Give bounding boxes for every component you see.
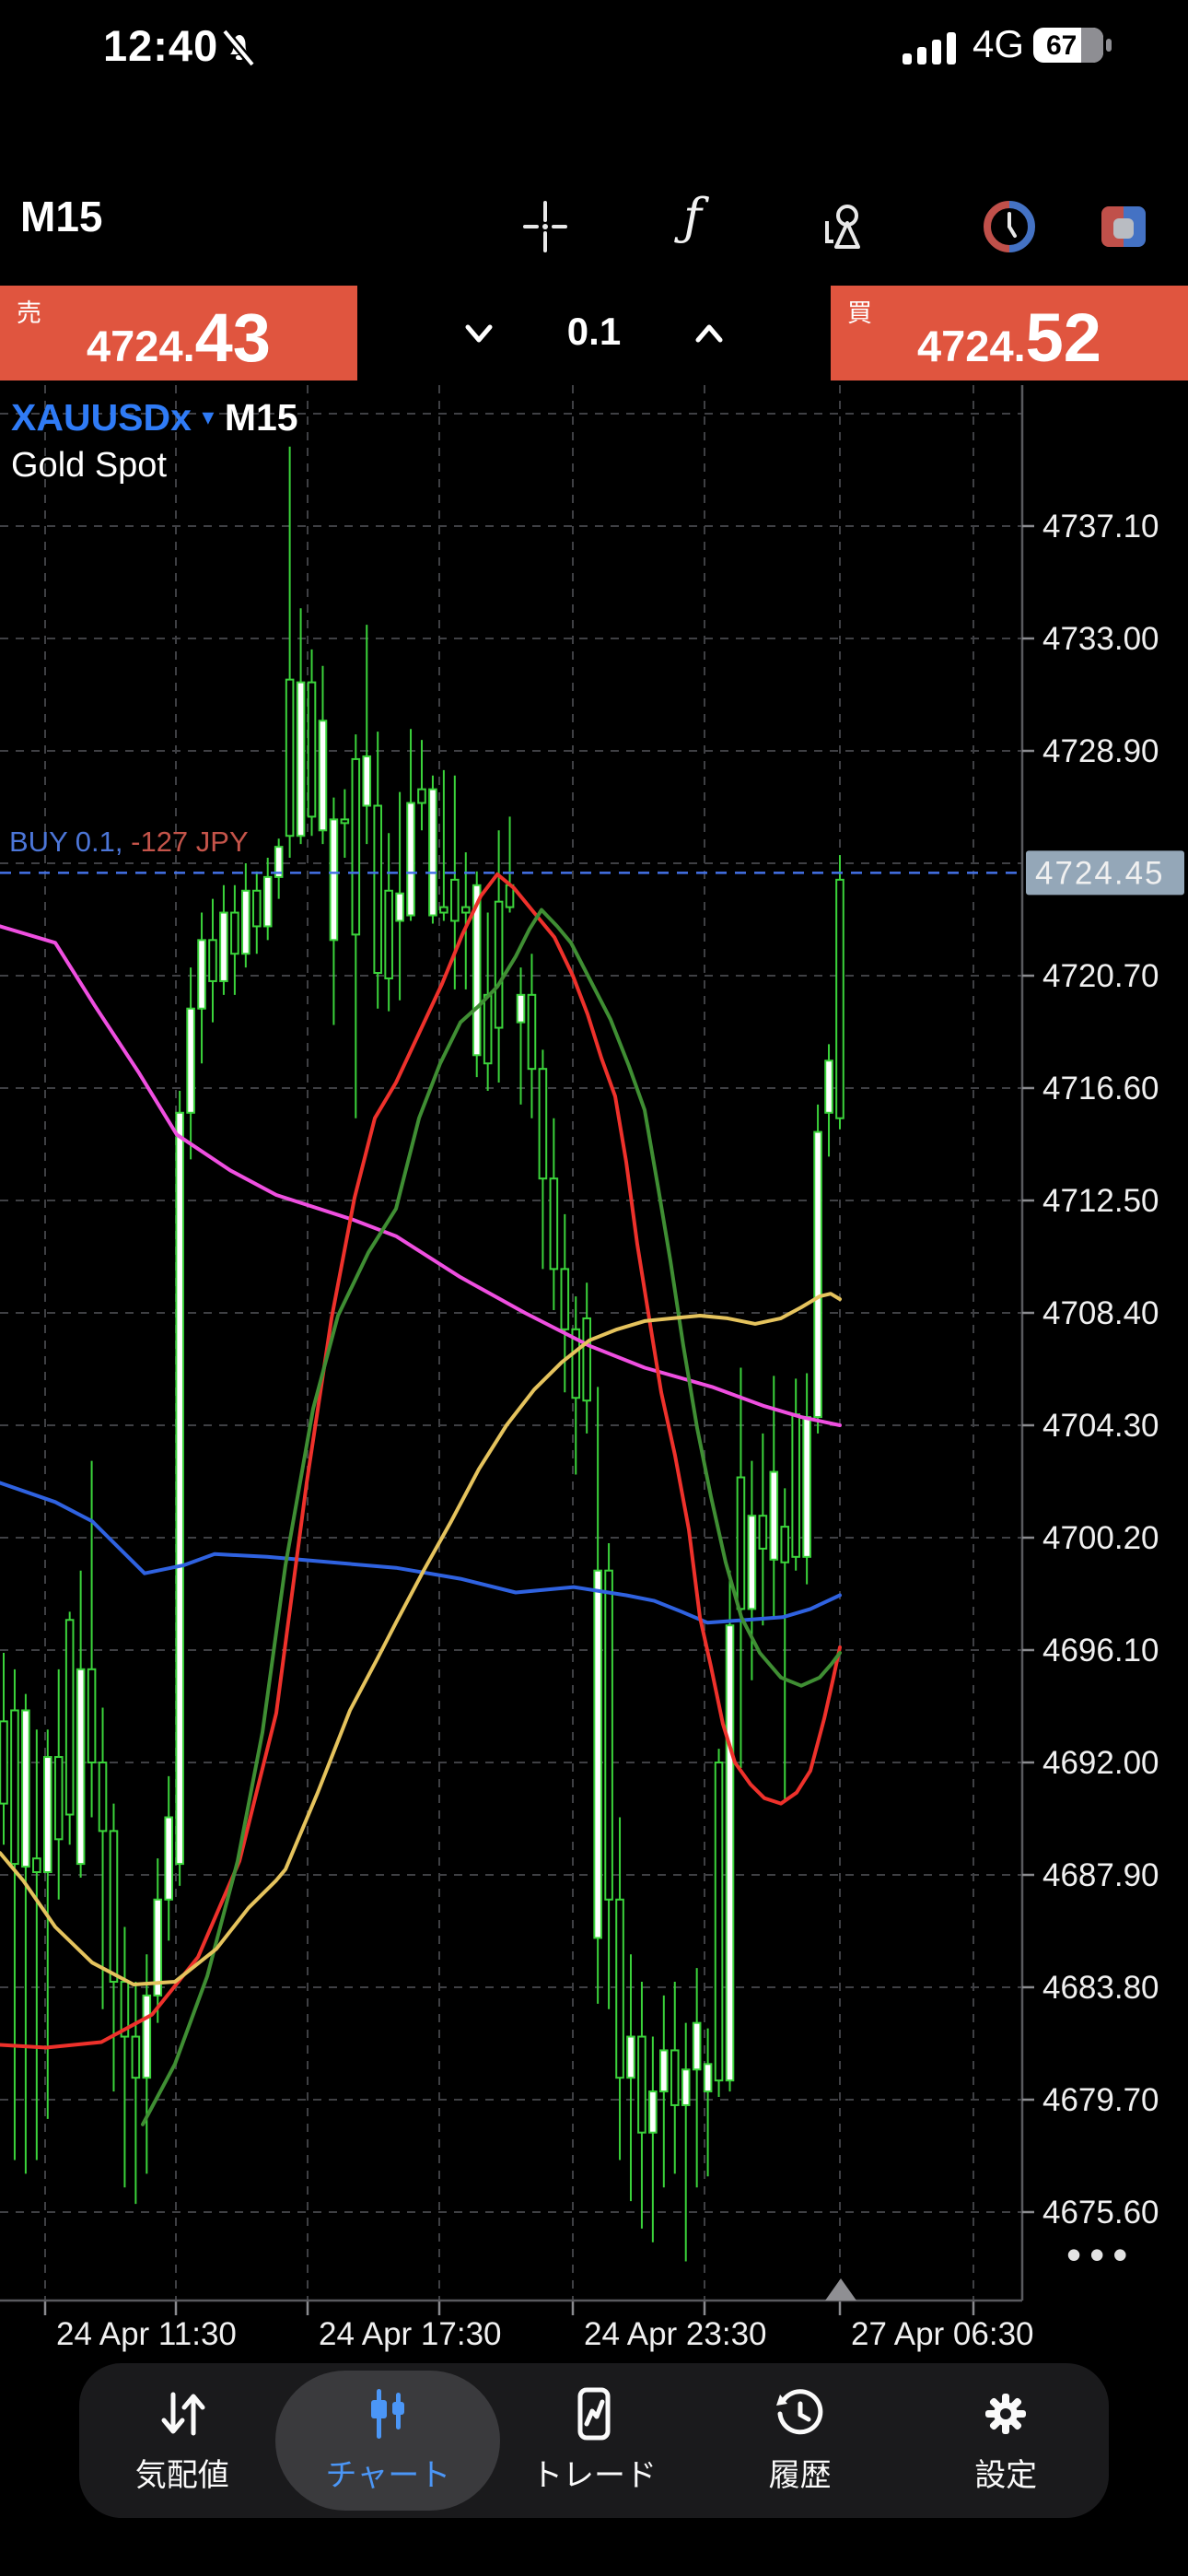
economic-calendar-icon[interactable] [982,199,1037,254]
chart-icon [371,2388,405,2439]
lot-size-value[interactable]: 0.1 [566,310,622,353]
svg-text:67: 67 [1046,30,1077,61]
notifications-muted-icon [220,28,257,68]
svg-text:24 Apr 11:30: 24 Apr 11:30 [56,2316,237,2352]
svg-text:4696.10: 4696.10 [1042,1633,1159,1669]
buy-button[interactable]: 買 4724.52 [831,286,1188,381]
order-windows-icon[interactable] [1096,199,1151,254]
open-position-annotation: BUY 0.1, -127 JPY [9,825,249,858]
tab-label: 気配値 [134,2457,229,2493]
function-indicator-icon[interactable]: ƒ [683,188,702,246]
svg-text:24 Apr 17:30: 24 Apr 17:30 [319,2316,502,2352]
chevron-down-icon: ▾ [202,403,215,430]
svg-text:27 Apr 06:30: 27 Apr 06:30 [851,2316,1034,2352]
svg-text:4716.60: 4716.60 [1042,1071,1159,1107]
trade-panel: 売 4724.43 0.1 買 4724.52 [0,286,1188,381]
bottom-tab-bar: 気配値 チャート トレード [79,2363,1109,2518]
tab-label: チャート [325,2457,451,2493]
clock-time: 12:40 [103,21,219,70]
tab-label: 設定 [974,2457,1038,2493]
svg-text:4675.60: 4675.60 [1042,2195,1159,2231]
chart-canvas[interactable]: 4737.10 4733.00 4728.90 4720.70 4716.60 4712.… [0,385,1188,2359]
sell-price: 4724.43 [87,299,271,376]
buy-label: 買 [847,299,872,327]
timeframe-button[interactable]: M15 [20,193,103,240]
sell-label: 売 [17,299,41,327]
tab-settings[interactable]: 設定 [903,2363,1109,2518]
tab-label: トレード [530,2457,657,2493]
svg-text:24 Apr 23:30: 24 Apr 23:30 [584,2316,767,2352]
svg-text:4712.50: 4712.50 [1042,1183,1159,1219]
sell-button[interactable]: 売 4724.43 [0,286,357,381]
svg-text:4687.90: 4687.90 [1042,1857,1159,1893]
network-type-label: 4G [973,22,1025,65]
symbol-description: Gold Spot [11,446,167,485]
svg-text:4724.45: 4724.45 [1035,855,1165,891]
tab-history[interactable]: 履歴 [697,2363,903,2518]
symbol-name: XAUUSDx [11,396,192,439]
symbol-selector[interactable]: XAUUSDx ▾ M15 [11,396,298,439]
svg-text:4720.70: 4720.70 [1042,958,1159,994]
tab-label: 履歴 [768,2457,832,2493]
active-tab-highlight [275,2371,500,2511]
chart-timeframe-label: M15 [224,396,298,439]
svg-text:4679.70: 4679.70 [1042,2082,1159,2118]
svg-text:4700.20: 4700.20 [1042,1520,1159,1556]
svg-text:4733.00: 4733.00 [1042,621,1159,657]
tab-chart[interactable]: チャート [285,2363,492,2518]
svg-text:4708.40: 4708.40 [1042,1295,1159,1331]
price-chart[interactable]: 4737.10 4733.00 4728.90 4720.70 4716.60 4712.… [0,385,1188,2359]
quotes-icon [161,2392,205,2435]
svg-text:4692.00: 4692.00 [1042,1745,1159,1781]
tab-trade[interactable]: トレード [491,2363,697,2518]
svg-text:4683.80: 4683.80 [1042,1970,1159,2006]
crosshair-icon[interactable] [518,199,573,254]
svg-text:4737.10: 4737.10 [1042,509,1159,544]
svg-text:4704.30: 4704.30 [1042,1408,1159,1444]
history-icon [775,2388,822,2434]
objects-icon[interactable] [816,199,871,254]
lot-decrease-button[interactable] [459,316,499,351]
cellular-signal-icon [903,32,956,64]
trade-icon [577,2387,611,2440]
tab-quotes[interactable]: 気配値 [79,2363,285,2518]
svg-text:4728.90: 4728.90 [1042,733,1159,769]
lot-stepper: 0.1 [357,286,831,381]
battery-icon: 67 [1033,28,1112,63]
chart-more-button[interactable]: ••• [1066,2231,1136,2278]
settings-icon [985,2393,1027,2434]
lot-increase-button[interactable] [689,316,729,351]
buy-price: 4724.52 [917,299,1101,376]
